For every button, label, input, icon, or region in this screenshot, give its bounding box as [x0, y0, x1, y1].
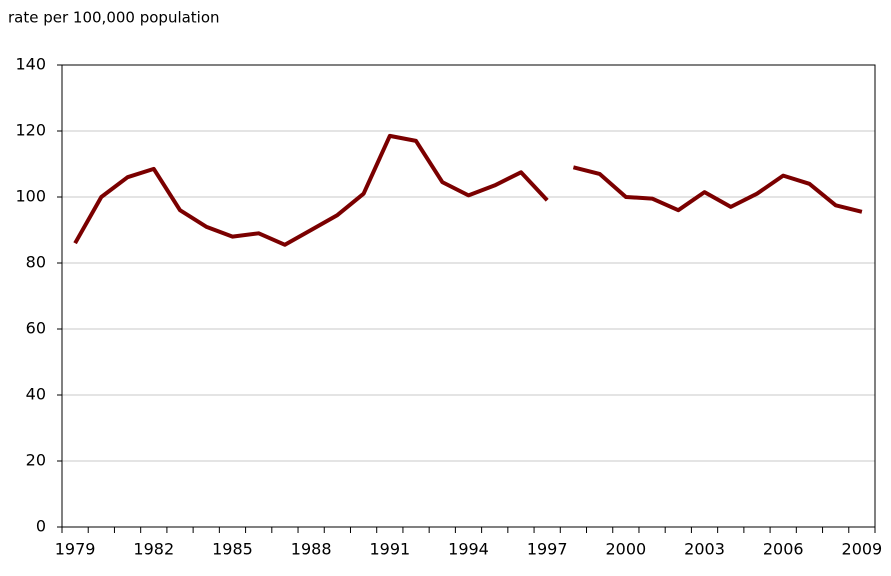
x-tick-label: 1991	[369, 540, 410, 559]
line-series	[73, 133, 549, 247]
x-tick-label: 2006	[763, 540, 804, 559]
y-axis-label: rate per 100,000 population	[8, 9, 220, 27]
x-tick-label: 1997	[527, 540, 568, 559]
y-tick-label: 80	[26, 253, 46, 272]
line-series	[572, 165, 863, 214]
x-tick-label: 2003	[684, 540, 725, 559]
y-tick-label: 40	[26, 385, 46, 404]
x-tick-label: 1979	[55, 540, 96, 559]
x-tick-label: 1982	[133, 540, 174, 559]
y-tick-label: 60	[26, 319, 46, 338]
x-tick-label: 2000	[605, 540, 646, 559]
x-tick-label: 1994	[448, 540, 489, 559]
plot-frame	[61, 64, 876, 528]
x-tick-label: 1988	[291, 540, 332, 559]
y-tick-label: 20	[26, 451, 46, 470]
y-tick-label: 0	[36, 517, 46, 536]
y-tick-label: 140	[15, 55, 46, 74]
y-tick-label: 120	[15, 121, 46, 140]
x-tick-label: 1985	[212, 540, 253, 559]
y-tick-label: 100	[15, 187, 46, 206]
x-tick-label: 2009	[842, 540, 883, 559]
